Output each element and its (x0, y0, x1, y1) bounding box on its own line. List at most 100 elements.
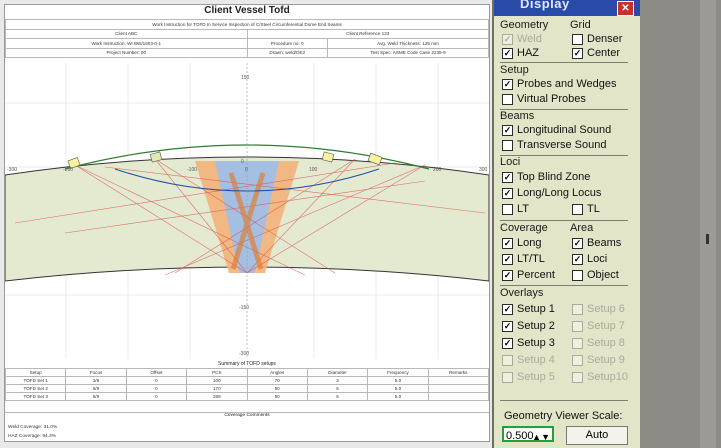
coverage-percent-checkbox[interactable]: ✓ Percent (502, 269, 555, 281)
long-long-locus-checkbox[interactable]: ✓ Long/Long Locus (502, 187, 601, 199)
checkbox-unchecked-icon (502, 139, 513, 151)
checkbox-label: LT (517, 203, 530, 215)
table-row: TOFD Set 1 3/6 0 100 70 3 5.0 (4, 376, 490, 385)
overlay-setup-1-checkbox[interactable]: ✓ Setup 1 (502, 303, 555, 315)
area-label: Area (570, 222, 594, 234)
panel-title: Display (520, 0, 570, 11)
lt-checkbox[interactable]: LT (502, 203, 529, 215)
checkbox-label: Setup 2 (517, 320, 555, 332)
overlay-setup-4-checkbox[interactable]: Setup 4 (502, 354, 555, 366)
loci-label: Loci (500, 156, 521, 168)
overlay-setup-7-checkbox[interactable]: Setup 7 (572, 320, 625, 332)
checkbox-unchecked-icon (572, 320, 583, 332)
table-cell: 6 (306, 384, 369, 393)
scale-divider (500, 400, 628, 401)
coverage-results: Weld Coverage: 31.0% HAZ Coverage: 94.3% (8, 423, 57, 441)
table-cell: 50 (246, 392, 308, 401)
summary-header: Focus (65, 368, 127, 377)
center-checkbox[interactable]: ✓ Center (572, 47, 620, 59)
table-cell (427, 392, 490, 401)
report-header-table: Work Instruction for TOFD In Service Ins… (5, 19, 489, 58)
checkbox-label: Setup 7 (587, 320, 625, 332)
checkbox-label: Percent (517, 269, 555, 281)
area-loci-checkbox[interactable]: ✓ Loci (572, 253, 607, 265)
table-cell: 5.0 (367, 384, 429, 393)
axis-x-label: -200 (63, 167, 73, 173)
virtual-probes-checkbox[interactable]: Virtual Probes (502, 93, 586, 105)
checkbox-unchecked-icon (572, 354, 583, 366)
tl-checkbox[interactable]: TL (572, 203, 600, 215)
checkbox-label: Transverse Sound (517, 139, 607, 151)
checkbox-unchecked-icon (502, 203, 513, 215)
probes-and-wedges (67, 151, 383, 169)
probes-wedges-checkbox[interactable]: ✓ Probes and Wedges (502, 78, 616, 90)
area-beams-checkbox[interactable]: ✓ Beams (572, 237, 621, 249)
long-long-locus (114, 168, 380, 192)
panel-titlebar[interactable]: Display ✕ (494, 0, 640, 16)
checkbox-label: Long (517, 237, 542, 249)
table-cell: 0 (125, 376, 188, 385)
checkbox-checked-icon: ✓ (502, 78, 513, 90)
beam-coverage (228, 172, 266, 270)
top-blind-zone-checkbox[interactable]: ✓ Top Blind Zone (502, 171, 590, 183)
header-cell: Client ABC (5, 28, 248, 39)
overlay-setup-10-checkbox[interactable]: Setup10 (572, 371, 628, 383)
weld-geometry-viewer[interactable]: -300 -200 -100 0 100 200 300 150 0 -150 … (5, 63, 489, 359)
denser-checkbox[interactable]: Denser (572, 33, 622, 45)
coverage-long-checkbox[interactable]: ✓ Long (502, 237, 541, 249)
checkbox-unchecked-icon (572, 33, 583, 45)
summary-header: Frequency (367, 368, 429, 377)
header-cell: Work Instruction for TOFD In Service Ins… (5, 19, 489, 30)
checkbox-checked-icon: ✓ (502, 124, 513, 136)
auto-button[interactable]: Auto (566, 426, 628, 445)
haz-coverage: HAZ Coverage: 94.3% (8, 434, 56, 439)
header-cell: Work Instruction: WI BW/1603-0-1 (5, 38, 248, 49)
checkbox-label: Setup 4 (517, 354, 555, 366)
weld-checkbox[interactable]: ✓ Weld (502, 33, 542, 45)
table-cell: TOFD Set 3 (4, 392, 67, 401)
haz-checkbox[interactable]: ✓ HAZ (502, 47, 539, 59)
longitudinal-sound-checkbox[interactable]: ✓ Longitudinal Sound (502, 124, 611, 136)
axis-x-label: -300 (7, 167, 17, 173)
close-icon[interactable]: ✕ (617, 1, 634, 16)
checkbox-checked-icon: ✓ (572, 253, 583, 265)
grid-label: Grid (570, 19, 591, 31)
coverage-lttl-checkbox[interactable]: ✓ LT/TL (502, 253, 545, 265)
checkbox-unchecked-icon (572, 371, 583, 383)
overlay-setup-9-checkbox[interactable]: Setup 9 (572, 354, 625, 366)
setup-divider (500, 62, 628, 63)
overlay-setup-6-checkbox[interactable]: Setup 6 (572, 303, 625, 315)
checkbox-label: HAZ (517, 47, 539, 59)
summary-table: Setup Focus Offset PCS Angles Diameter F… (4, 368, 490, 401)
header-cell: Project Number: 00 (5, 47, 248, 58)
axis-x-label: 0 (245, 167, 248, 173)
area-object-checkbox[interactable]: Object (572, 269, 619, 281)
table-cell: 5.0 (367, 376, 429, 385)
checkbox-unchecked-icon (572, 269, 583, 281)
overlay-setup-3-checkbox[interactable]: ✓ Setup 3 (502, 337, 555, 349)
overlay-setup-2-checkbox[interactable]: ✓ Setup 2 (502, 320, 555, 332)
checkbox-label: Longitudinal Sound (517, 124, 612, 136)
scale-spinner[interactable]: 0.500 ▲▼ (502, 426, 554, 442)
table-cell: TOFD Set 1 (4, 376, 67, 385)
axis-x-label: 300 (479, 167, 488, 173)
table-cell (427, 384, 490, 393)
scale-label: Geometry Viewer Scale: (504, 410, 623, 422)
weld-coverage: Weld Coverage: 31.0% (8, 425, 58, 430)
checkbox-checked-icon: ✓ (502, 47, 513, 59)
axis-y-label: -150 (239, 305, 249, 311)
checkbox-checked-icon: ✓ (502, 237, 513, 249)
transverse-sound-checkbox[interactable]: Transverse Sound (502, 139, 606, 151)
checkbox-unchecked-icon (572, 203, 583, 215)
axis-y-label: 0 (241, 159, 244, 165)
spinner-arrows-icon[interactable]: ▲▼ (532, 432, 550, 442)
table-cell: 0 (125, 392, 188, 401)
checkbox-label: Setup 8 (587, 337, 625, 349)
checkbox-label: Setup 9 (587, 354, 625, 366)
checkbox-label: Setup 1 (517, 303, 555, 315)
splitter-bar[interactable] (700, 0, 716, 448)
overlay-setup-5-checkbox[interactable]: Setup 5 (502, 371, 555, 383)
table-cell: 6 (306, 392, 369, 401)
overlay-setup-8-checkbox[interactable]: Setup 8 (572, 337, 625, 349)
